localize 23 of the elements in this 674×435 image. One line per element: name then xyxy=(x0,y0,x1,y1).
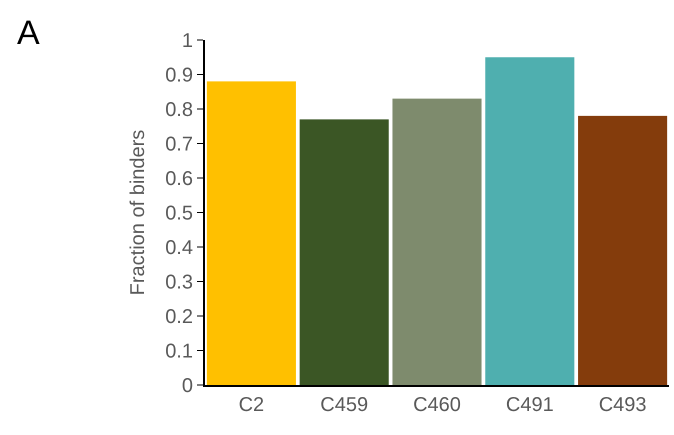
bar xyxy=(206,81,296,385)
x-tick-label: C459 xyxy=(320,394,368,416)
x-tick-label: C493 xyxy=(598,394,647,416)
y-tick-label: 1 xyxy=(182,30,193,52)
y-axis-title: Fraction of binders xyxy=(127,130,150,296)
x-tick-label: C491 xyxy=(506,394,554,416)
bar xyxy=(485,57,574,385)
bar xyxy=(578,116,668,385)
bar xyxy=(300,119,389,385)
y-tick-label: 0.7 xyxy=(165,134,193,156)
y-tick-label: 0.8 xyxy=(165,99,193,121)
x-tick-label: C2 xyxy=(238,394,264,416)
y-tick-label: 0.5 xyxy=(165,202,193,224)
bar xyxy=(392,98,482,385)
y-tick-label: 0.9 xyxy=(165,64,193,86)
y-tick-label: 0 xyxy=(182,375,193,397)
text: A xyxy=(17,14,40,52)
y-tick-label: 0.1 xyxy=(165,340,193,362)
y-tick-label: 0.4 xyxy=(165,237,193,259)
y-tick-label: 0.2 xyxy=(165,306,193,328)
y-tick-label: 0.3 xyxy=(165,272,193,294)
x-tick-label: C460 xyxy=(413,394,461,416)
y-tick-label: 0.6 xyxy=(165,168,193,190)
